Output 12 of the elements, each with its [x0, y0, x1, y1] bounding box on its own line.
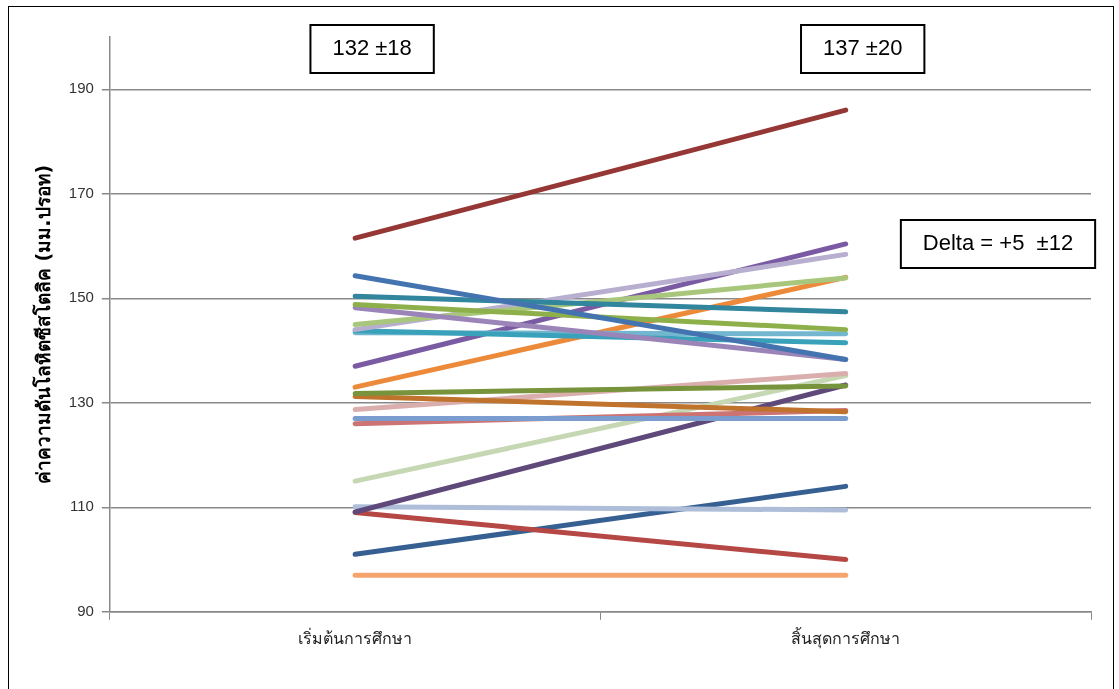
y-tick-label: 190 [68, 79, 94, 97]
annotation: Delta = +5 ±12 [922, 230, 1074, 256]
y-tick-label: 170 [68, 183, 94, 201]
annotation: 137 ±20 [823, 35, 903, 61]
y-tick-label: 90 [77, 601, 94, 619]
x-tick-label: เริ่มต้นการศึกษา [298, 626, 413, 648]
y-tick-label: 150 [68, 288, 94, 306]
x-tick-label: สิ้นสุดการศึกษา [791, 626, 901, 649]
y-tick-label: 130 [68, 392, 94, 410]
y-axis-title: ค่าความดันโลหิตซีสโตลิค (มม.ปรอท) [32, 164, 55, 484]
annotation: 132 ±18 [332, 35, 412, 61]
y-tick-label: 110 [69, 497, 94, 515]
